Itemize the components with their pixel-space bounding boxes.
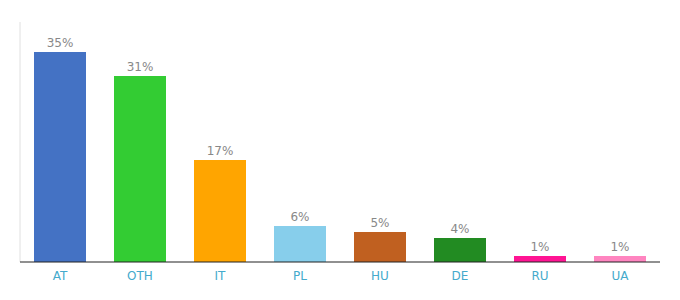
chart-svg: 35% 31% 17% 6% 5% 4% 1% 1% AT OTH IT PL HU DE RU UA: [0, 0, 680, 300]
x-tick-label: PL: [293, 269, 307, 283]
x-tick-label: RU: [531, 269, 548, 283]
x-tick-labels: AT OTH IT PL HU DE RU UA: [53, 269, 630, 283]
y-range-line: [20, 22, 21, 262]
bar: [114, 76, 166, 262]
bar: [274, 226, 326, 262]
bar: [194, 160, 246, 262]
bar: [354, 232, 406, 262]
bar: [434, 238, 486, 262]
data-label: 1%: [530, 240, 549, 254]
x-axis-line: [20, 261, 660, 262]
data-label: 35%: [47, 36, 74, 50]
data-label: 6%: [290, 210, 309, 224]
x-tick-label: HU: [371, 269, 389, 283]
bar: [594, 256, 646, 262]
chart-container: 35% 31% 17% 6% 5% 4% 1% 1% AT OTH IT PL HU DE RU UA: [0, 0, 680, 300]
data-label: 4%: [450, 222, 469, 236]
data-label: 1%: [610, 240, 629, 254]
data-label: 5%: [370, 216, 389, 230]
x-tick-label: DE: [452, 269, 469, 283]
bar: [514, 256, 566, 262]
bars: [34, 52, 646, 262]
x-tick-label: IT: [215, 269, 227, 283]
data-label: 31%: [127, 60, 154, 74]
x-tick-label: UA: [612, 269, 630, 283]
bar: [34, 52, 86, 262]
x-tick-label: AT: [53, 269, 68, 283]
x-tick-label: OTH: [127, 269, 153, 283]
data-labels: 35% 31% 17% 6% 5% 4% 1% 1%: [47, 36, 630, 254]
data-label: 17%: [207, 144, 234, 158]
